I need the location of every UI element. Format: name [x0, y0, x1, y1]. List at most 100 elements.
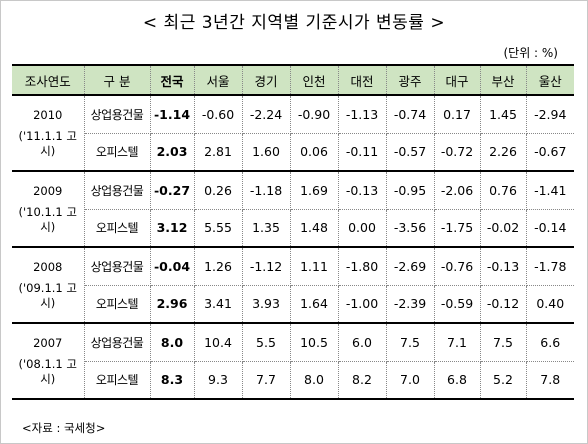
year-label: 2010 — [33, 107, 63, 122]
region-value-cell: 7.8 — [525, 361, 574, 400]
region-value-cell: 3.93 — [241, 285, 291, 324]
region-value-cell: -0.57 — [385, 133, 435, 172]
region-value-cell: -3.56 — [385, 209, 435, 248]
rate-table: 조사연도 구 분 전국 서울 경기 인천 대전 광주 대구 부산 울산 2010… — [12, 64, 574, 400]
region-value-cell: 7.7 — [241, 361, 291, 400]
region-value-cell: -0.67 — [525, 133, 574, 172]
region-value-cell: 0.40 — [525, 285, 574, 324]
region-value-cell: -0.14 — [525, 209, 574, 248]
region-value-cell: -2.24 — [241, 95, 291, 134]
region-value-cell: 1.11 — [289, 247, 339, 286]
region-value-cell: -0.76 — [433, 247, 481, 286]
region-value-cell: 6.6 — [525, 323, 574, 362]
source-note: <자료 : 국세청> — [22, 421, 106, 435]
region-value-cell: -1.41 — [525, 171, 574, 210]
region-value-cell: -2.94 — [525, 95, 574, 134]
year-label: 2009 — [33, 183, 63, 198]
survey-year-cell: 2008 ('09.1.1 고시) — [12, 247, 85, 324]
notice-label: ('10.1.1 고시) — [18, 204, 77, 234]
notice-label: ('09.1.1 고시) — [18, 280, 77, 310]
year-label: 2007 — [33, 335, 63, 350]
region-value-cell: -0.90 — [289, 95, 339, 134]
header-busan: 부산 — [479, 64, 527, 96]
region-value-cell: -0.13 — [479, 247, 527, 286]
region-value-cell: 7.1 — [433, 323, 481, 362]
category-cell: 오피스텔 — [83, 209, 151, 248]
table-row: 오피스텔 3.12 5.55 1.35 1.48 0.00 -3.56 -1.75 -0.02-… — [12, 209, 574, 248]
category-cell: 상업용건물 — [83, 323, 151, 362]
national-value-cell: 8.0 — [149, 323, 195, 362]
region-value-cell: 5.55 — [193, 209, 243, 248]
category-cell: 오피스텔 — [83, 361, 151, 400]
notice-label: ('08.1.1 고시) — [18, 356, 77, 386]
header-national: 전국 — [149, 64, 195, 96]
region-value-cell: 0.00 — [337, 209, 387, 248]
table-row: 오피스텔 2.96 3.41 3.93 1.64 -1.00 -2.39 -0.59 -0.12… — [12, 285, 574, 324]
region-value-cell: -1.75 — [433, 209, 481, 248]
region-value-cell: -2.69 — [385, 247, 435, 286]
region-value-cell: 7.5 — [385, 323, 435, 362]
header-year: 조사연도 — [12, 64, 85, 96]
region-value-cell: -1.78 — [525, 247, 574, 286]
header-category: 구 분 — [83, 64, 151, 96]
header-gwangju: 광주 — [385, 64, 435, 96]
region-value-cell: -0.13 — [337, 171, 387, 210]
region-value-cell: -1.80 — [337, 247, 387, 286]
region-value-cell: 1.64 — [289, 285, 339, 324]
national-value-cell: 2.03 — [149, 133, 195, 172]
region-value-cell: 9.3 — [193, 361, 243, 400]
survey-year-cell: 2010 ('11.1.1 고시) — [12, 95, 85, 172]
notice-label: ('11.1.1 고시) — [18, 128, 77, 158]
region-value-cell: 6.0 — [337, 323, 387, 362]
category-cell: 상업용건물 — [83, 95, 151, 134]
region-value-cell: -0.59 — [433, 285, 481, 324]
region-value-cell: 3.41 — [193, 285, 243, 324]
table-row: 오피스텔 2.03 2.81 1.60 0.06 -0.11 -0.57 -0.72 2.26-… — [12, 133, 574, 172]
region-value-cell: -1.00 — [337, 285, 387, 324]
region-value-cell: -0.74 — [385, 95, 435, 134]
national-value-cell: -0.04 — [149, 247, 195, 286]
region-value-cell: 8.0 — [289, 361, 339, 400]
region-value-cell: 8.2 — [337, 361, 387, 400]
region-value-cell: -0.60 — [193, 95, 243, 134]
region-value-cell: 7.0 — [385, 361, 435, 400]
header-gyeonggi: 경기 — [241, 64, 291, 96]
table-row: 오피스텔 8.3 9.3 7.7 8.0 8.2 7.0 6.8 5.2 7.8 — [12, 361, 574, 400]
region-value-cell: -0.02 — [479, 209, 527, 248]
region-value-cell: -2.39 — [385, 285, 435, 324]
region-value-cell: 1.26 — [193, 247, 243, 286]
region-value-cell: 5.2 — [479, 361, 527, 400]
region-value-cell: -0.12 — [479, 285, 527, 324]
category-cell: 상업용건물 — [83, 171, 151, 210]
region-value-cell: 10.5 — [289, 323, 339, 362]
national-value-cell: 3.12 — [149, 209, 195, 248]
region-value-cell: 0.76 — [479, 171, 527, 210]
region-value-cell: -0.72 — [433, 133, 481, 172]
unit-label: (단위 : %) — [503, 46, 558, 60]
region-value-cell: 6.8 — [433, 361, 481, 400]
table-row: 2010 ('11.1.1 고시) 상업용건물 -1.14 -0.60 -2.24 -0.9… — [12, 95, 574, 172]
survey-year-cell: 2007 ('08.1.1 고시) — [12, 323, 85, 400]
region-value-cell: -0.95 — [385, 171, 435, 210]
region-value-cell: -0.11 — [337, 133, 387, 172]
header-daejeon: 대전 — [337, 64, 387, 96]
region-value-cell: 1.60 — [241, 133, 291, 172]
region-value-cell: -1.13 — [337, 95, 387, 134]
header-seoul: 서울 — [193, 64, 243, 96]
region-value-cell: 2.26 — [479, 133, 527, 172]
region-value-cell: 7.5 — [479, 323, 527, 362]
region-value-cell: -1.18 — [241, 171, 291, 210]
table-row: 2009 ('10.1.1 고시) 상업용건물 -0.27 0.26 -1.18 1.69-… — [12, 171, 574, 248]
region-value-cell: 0.26 — [193, 171, 243, 210]
category-cell: 오피스텔 — [83, 285, 151, 324]
header-row: 조사연도 구 분 전국 서울 경기 인천 대전 광주 대구 부산 울산 — [12, 64, 574, 96]
national-value-cell: 8.3 — [149, 361, 195, 400]
category-cell: 상업용건물 — [83, 247, 151, 286]
table-row: 2007 ('08.1.1 고시) 상업용건물 8.0 10.4 5.5 10.5 6.0 7.… — [12, 323, 574, 400]
header-ulsan: 울산 — [525, 64, 574, 96]
national-value-cell: -1.14 — [149, 95, 195, 134]
region-value-cell: 1.45 — [479, 95, 527, 134]
category-cell: 오피스텔 — [83, 133, 151, 172]
region-value-cell: 5.5 — [241, 323, 291, 362]
survey-year-cell: 2009 ('10.1.1 고시) — [12, 171, 85, 248]
